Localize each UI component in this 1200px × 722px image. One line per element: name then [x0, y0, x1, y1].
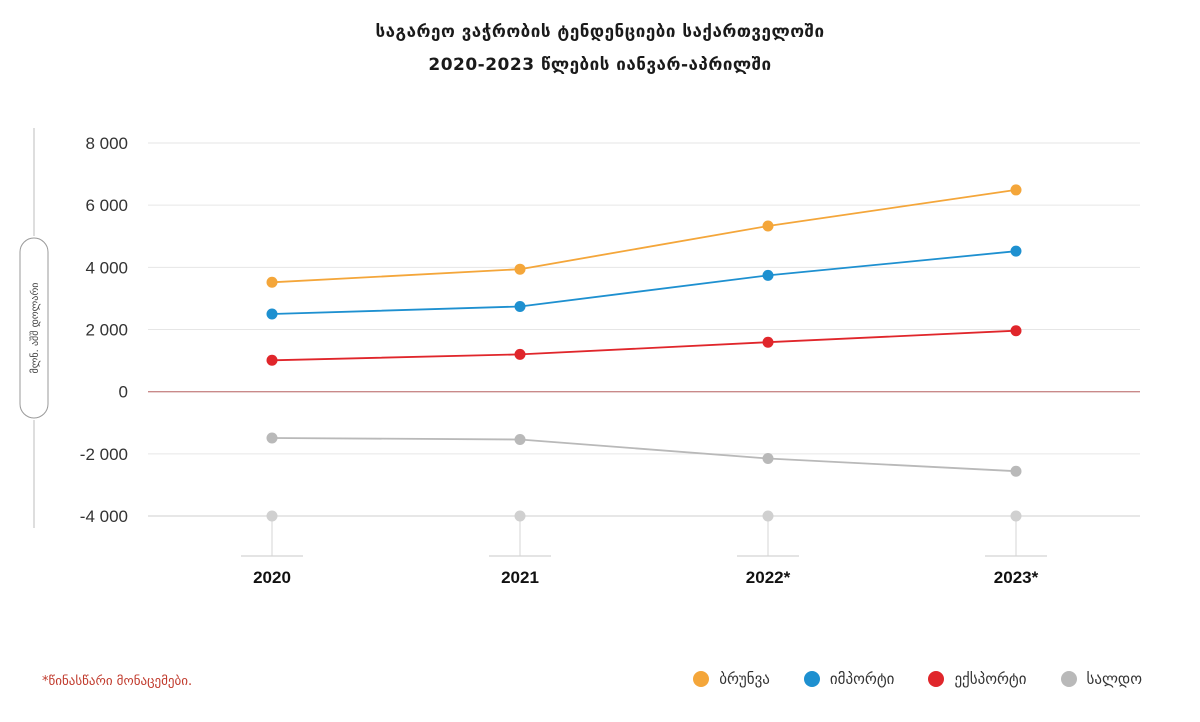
legend-label-import: იმპორტი [829, 670, 895, 688]
data-point-export-2023 [1010, 325, 1022, 337]
data-point-import-2022 [762, 269, 774, 281]
y-tick-label: 0 [119, 383, 128, 402]
x-axis-dot [1010, 510, 1022, 522]
series-line-import [271, 250, 1017, 315]
x-axis-dot [762, 510, 774, 522]
y-tick-label: 2 000 [85, 321, 128, 340]
legend-label-export: ექსპორტი [954, 670, 1027, 688]
data-point-import-2021 [514, 300, 526, 312]
legend-item-balance: სალდო [1060, 670, 1142, 688]
data-point-turnover-2022 [762, 220, 774, 232]
x-tick-label-2022: 2022* [746, 568, 791, 587]
y-tick-label: 8 000 [85, 134, 128, 153]
legend: ბრუნვა იმპორტი ექსპორტი სალდო [693, 670, 1142, 688]
chart-title-line2: 2020-2023 წლების იანვარ-აპრილში [428, 55, 772, 75]
x-axis-dot [266, 510, 278, 522]
legend-label-balance: სალდო [1086, 670, 1142, 688]
y-tick-label: 6 000 [85, 196, 128, 215]
y-tick-label: 4 000 [85, 258, 128, 277]
data-point-export-2022 [762, 336, 774, 348]
legend-marker-turnover [693, 671, 710, 687]
x-tick-label-2020: 2020 [253, 568, 291, 587]
x-axis-dot [514, 510, 526, 522]
legend-item-export: ექსპორტი [928, 670, 1027, 688]
series-line-balance [271, 437, 1017, 473]
data-point-import-2023 [1010, 245, 1022, 257]
legend-item-import: იმპორტი [803, 670, 895, 688]
data-point-balance-2022 [762, 452, 774, 464]
y-tick-label: -2 000 [80, 445, 128, 464]
legend-item-turnover: ბრუნვა [693, 670, 770, 688]
chart-title-line1: საგარეო ვაჭრობის ტენდენციები საქართველოშ… [375, 22, 825, 42]
series-line-export [271, 329, 1017, 362]
y-axis-label-pill [19, 237, 49, 419]
y-tick-label: -4 000 [80, 507, 128, 526]
legend-label-turnover: ბრუნვა [719, 670, 770, 688]
data-point-balance-2020 [266, 432, 278, 444]
x-tick-label-2023: 2023* [994, 568, 1039, 587]
data-point-turnover-2020 [266, 276, 278, 288]
legend-marker-balance [1060, 671, 1077, 687]
data-point-balance-2023 [1010, 465, 1022, 477]
series-line-turnover [271, 189, 1017, 284]
data-point-export-2020 [266, 354, 278, 366]
data-point-turnover-2023 [1010, 184, 1022, 196]
legend-marker-import [803, 671, 820, 687]
data-point-balance-2021 [514, 434, 526, 446]
y-axis-label: მლნ. აშშ დოლარი [29, 283, 41, 374]
data-point-export-2021 [514, 348, 526, 360]
data-point-import-2020 [266, 308, 278, 320]
data-point-turnover-2021 [514, 263, 526, 275]
legend-marker-export [928, 671, 945, 687]
x-tick-label-2021: 2021 [501, 568, 539, 587]
footnote: *წინასწარი მონაცემები. [42, 674, 193, 689]
